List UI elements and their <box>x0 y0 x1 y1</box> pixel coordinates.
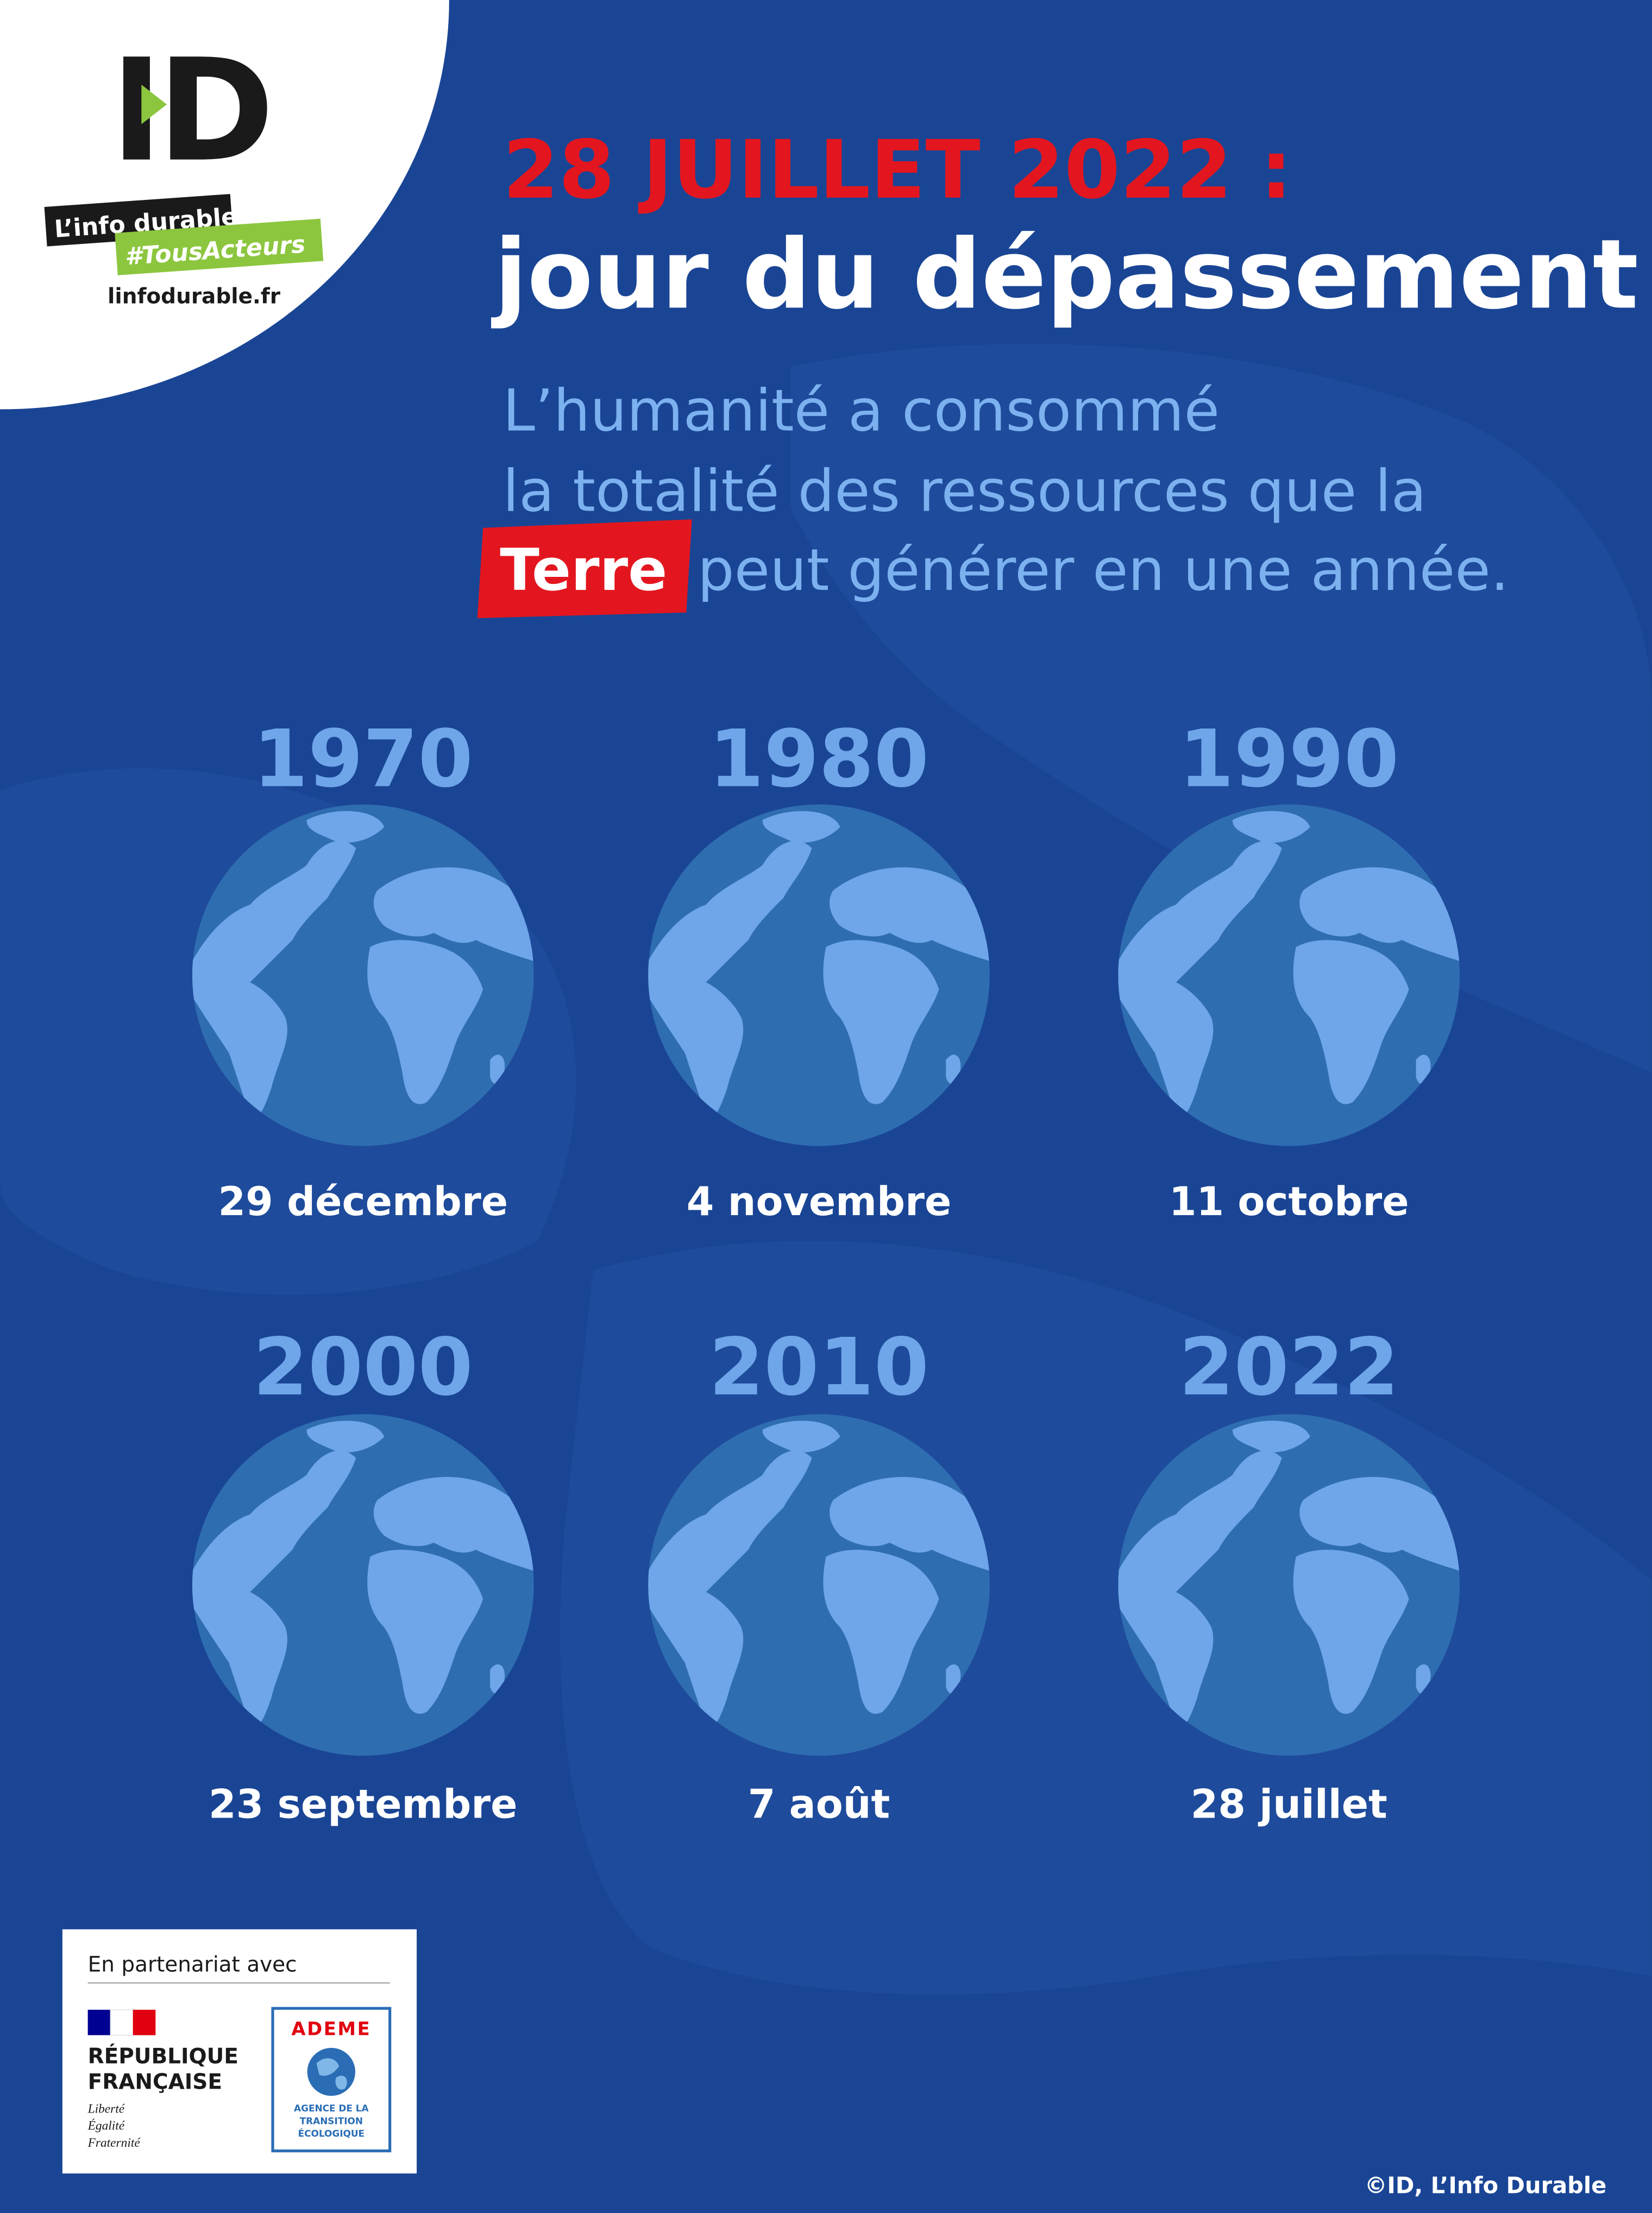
date: 4 novembre <box>687 1179 952 1225</box>
globe <box>648 1414 990 1756</box>
ademe-name: ADEME <box>291 2019 371 2040</box>
title-line2: jour du dépassement <box>491 218 1638 330</box>
partner-intro: En partenariat avec <box>88 1953 297 1977</box>
credit: ©ID, L’Info Durable <box>1365 2172 1606 2199</box>
globe <box>192 1414 534 1756</box>
timeline: 1970 29 décembre 1980 4 novembre 1990 11 octo… <box>192 713 1460 1828</box>
globe <box>192 804 534 1146</box>
logo-arrow <box>141 84 167 124</box>
flag-blue <box>87 2009 111 2035</box>
date: 11 octobre <box>1169 1179 1409 1225</box>
ademe-sub: TRANSITION <box>300 2115 363 2126</box>
motto: Fraternité <box>87 2136 141 2150</box>
subtitle-highlight: Terre <box>500 537 667 604</box>
hashtag-bg <box>115 218 324 275</box>
globe <box>1118 804 1460 1146</box>
date: 7 août <box>748 1782 890 1828</box>
flag-white <box>110 2009 134 2036</box>
subtitle-line3: peut générer en une année. <box>698 537 1509 604</box>
subtitle-line2: la totalité des ressources que la <box>503 458 1427 525</box>
ademe-sub: AGENCE DE LA <box>294 2103 369 2114</box>
date: 23 septembre <box>209 1782 518 1828</box>
date: 29 décembre <box>218 1179 508 1225</box>
year: 2022 <box>1179 1322 1399 1413</box>
title-line1: 28 JUILLET 2022 : <box>503 123 1292 217</box>
logo-url: linfodurable.fr <box>108 285 281 309</box>
ademe-sub: ÉCOLOGIQUE <box>298 2128 365 2139</box>
motto: Liberté <box>87 2102 125 2116</box>
year: 2000 <box>253 1322 473 1413</box>
logo-mark: ID <box>110 29 269 193</box>
date: 28 juillet <box>1191 1782 1387 1828</box>
ademe-globe-land <box>316 2058 347 2090</box>
motto: Égalité <box>87 2119 125 2133</box>
subtitle-line1: L’humanité a consommé <box>503 377 1220 444</box>
year: 1980 <box>709 713 929 805</box>
republique-line2: FRANÇAISE <box>88 2070 222 2094</box>
year: 2010 <box>709 1322 929 1413</box>
globe <box>1118 1414 1460 1756</box>
republique-line1: RÉPUBLIQUE <box>88 2044 238 2069</box>
ademe-frame <box>271 2007 392 2153</box>
year: 1990 <box>1179 713 1399 805</box>
globe <box>648 804 990 1146</box>
highlight-bg <box>477 519 692 619</box>
year: 1970 <box>253 713 473 805</box>
flag-red <box>133 2009 156 2035</box>
